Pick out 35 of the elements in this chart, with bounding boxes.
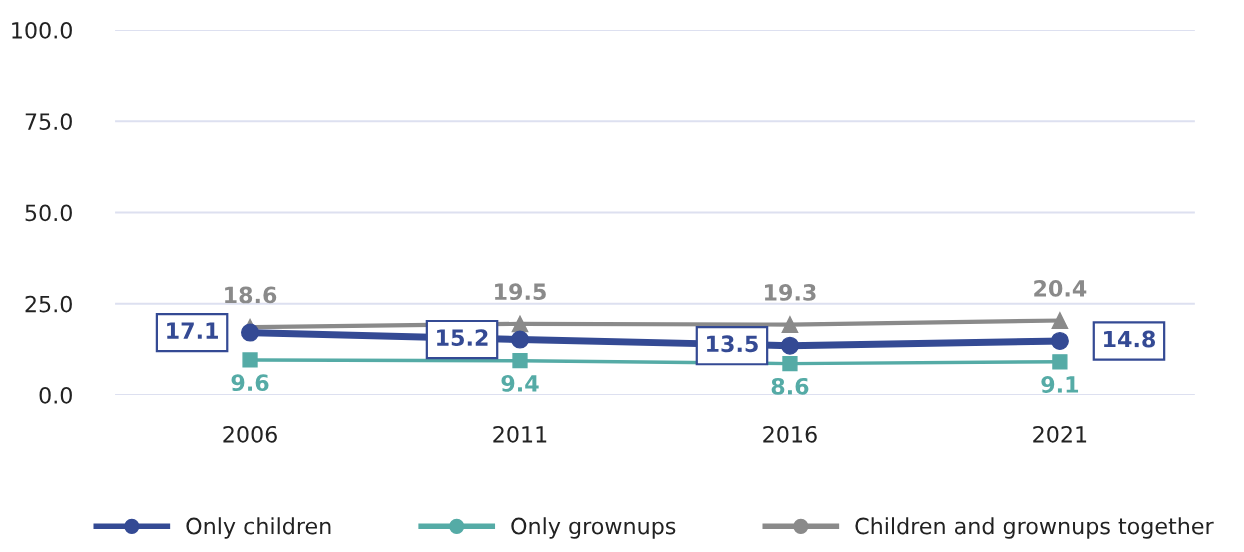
- y-tick-label: 25.0: [25, 295, 72, 313]
- data-label: 19.3: [765, 284, 816, 301]
- y-tick-label: 0.0: [39, 386, 72, 404]
- data-label: 19.5: [495, 283, 546, 301]
- y-tick-label: 100.0: [12, 21, 72, 39]
- point: [1051, 312, 1069, 329]
- point: [780, 336, 799, 355]
- data-label: 13.5: [707, 335, 758, 353]
- data-label: 14.8: [1104, 330, 1155, 348]
- point: [782, 355, 798, 372]
- legend-label: Children and grownups together: [855, 517, 1214, 539]
- data-label: 9.6: [231, 374, 269, 392]
- data-label: 8.6: [771, 377, 809, 395]
- data-label: 17.1: [167, 322, 218, 339]
- data-label: 15.2: [437, 329, 488, 346]
- x-tick-label: 2011: [493, 425, 547, 443]
- legend-label: Only grownups: [511, 517, 676, 539]
- point: [242, 352, 258, 368]
- point: [512, 353, 528, 369]
- point: [781, 316, 799, 333]
- point: [1050, 331, 1069, 351]
- point: [1052, 354, 1068, 370]
- y-tick-label: 50.0: [25, 204, 72, 222]
- data-label: 18.6: [225, 286, 277, 304]
- point: [511, 315, 529, 333]
- data-label: 9.4: [501, 375, 539, 392]
- x-tick-label: 2021: [1033, 425, 1087, 443]
- data-label: 9.1: [1041, 376, 1079, 393]
- y-tick-label: 75.0: [25, 113, 72, 130]
- legend-label: Only children: [186, 517, 331, 539]
- point: [241, 323, 260, 342]
- point: [510, 330, 530, 349]
- data-label: 20.4: [1034, 279, 1087, 297]
- x-tick-label: 2006: [223, 425, 277, 443]
- x-tick-label: 2016: [763, 425, 817, 443]
